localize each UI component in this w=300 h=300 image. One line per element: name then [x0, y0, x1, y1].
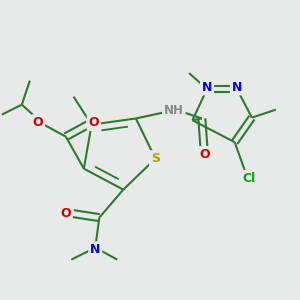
Text: N: N	[90, 243, 101, 256]
Text: O: O	[200, 148, 210, 161]
Text: O: O	[32, 116, 43, 129]
Text: O: O	[60, 207, 70, 220]
Text: Cl: Cl	[242, 172, 255, 185]
Text: NH: NH	[164, 104, 184, 117]
Text: N: N	[202, 80, 212, 94]
Text: N: N	[232, 80, 242, 94]
Text: S: S	[151, 152, 160, 165]
Text: O: O	[88, 116, 99, 129]
